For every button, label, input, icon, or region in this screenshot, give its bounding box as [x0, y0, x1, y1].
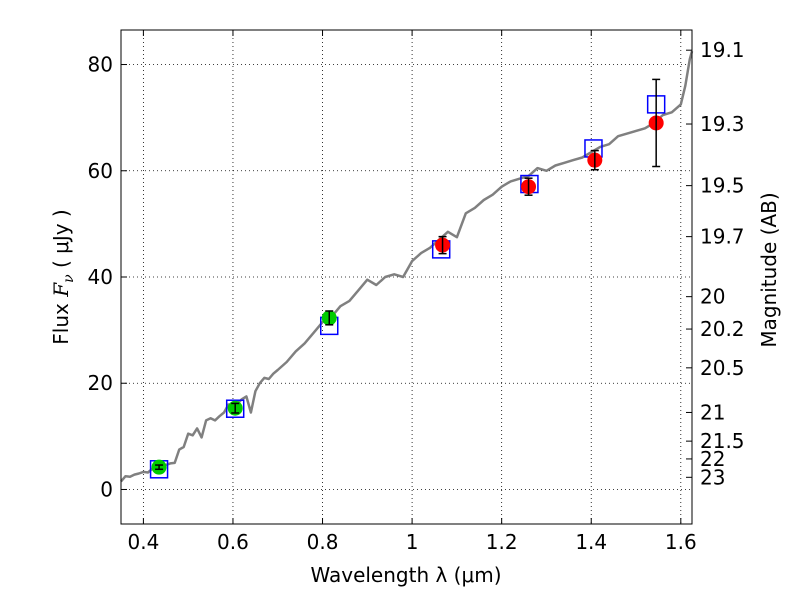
right-tick-label-5: 20.2: [700, 317, 745, 341]
right-tick-label-2: 19.5: [700, 174, 745, 198]
model-square-1: [225, 399, 245, 418]
right-tick-label-7: 21: [700, 400, 725, 424]
y-axis-label: Flux Fν ( μJy ): [49, 209, 77, 344]
y-tick-label-0: 0: [100, 477, 113, 501]
right-axis-label: Magnitude (AB): [757, 192, 781, 347]
right-tick-label-0: 19.1: [700, 38, 745, 62]
right-tick-label-3: 19.7: [700, 225, 745, 249]
right-tick-label-9: 22: [700, 447, 725, 471]
x-axis-ticks: 0.4 0.6 0.8 1 1.2 1.4 1.6: [127, 30, 697, 554]
x-tick-label-4: 1.2: [486, 530, 518, 554]
x-tick-label-2: 0.8: [307, 530, 339, 554]
errorbar-layer: [155, 78, 661, 471]
y-tick-label-4: 80: [88, 53, 113, 77]
x-tick-label-6: 1.6: [665, 530, 697, 554]
x-tick-label-1: 0.6: [217, 530, 249, 554]
y-tick-label-1: 20: [88, 371, 113, 395]
x-tick-label-0: 0.4: [127, 530, 159, 554]
right-tick-label-6: 20.5: [700, 356, 745, 380]
spectrum-layer: [120, 50, 694, 483]
x-tick-label-5: 1.4: [575, 530, 607, 554]
right-tick-label-4: 20: [700, 285, 725, 309]
right-tick-label-8: 21.5: [700, 429, 745, 453]
spectrum-line: [120, 50, 694, 483]
y-tick-label-3: 60: [88, 159, 113, 183]
y-tick-label-2: 40: [88, 265, 113, 289]
x-tick-label-3: 1: [406, 530, 419, 554]
right-tick-label-1: 19.3: [700, 112, 745, 136]
x-axis-label: Wavelength λ (μm): [310, 563, 501, 587]
right-tick-label-10: 23: [700, 465, 725, 489]
y-axis-ticks: 0 20 40 60 80: [88, 53, 127, 501]
